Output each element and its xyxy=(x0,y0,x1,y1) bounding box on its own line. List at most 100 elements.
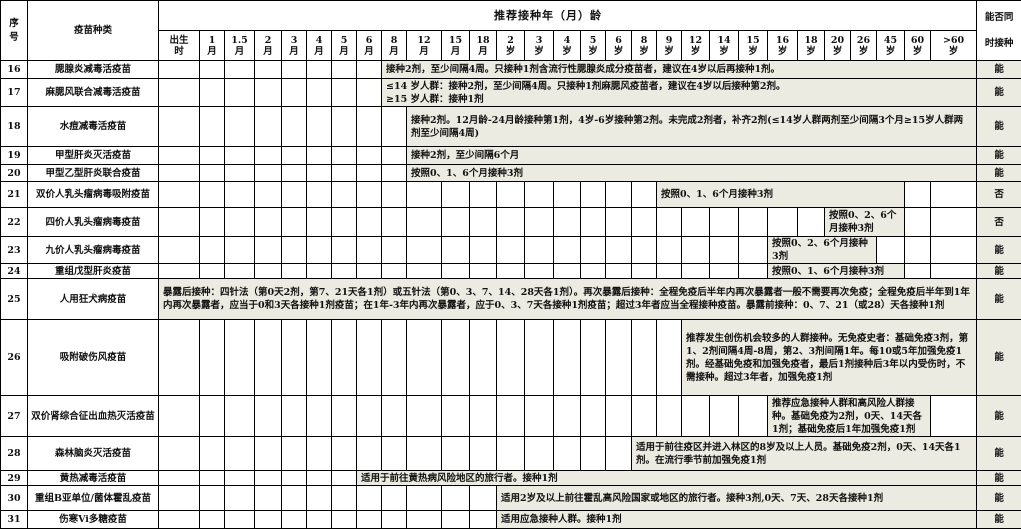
age-header: 18 岁 xyxy=(798,31,825,61)
empty-cell xyxy=(200,437,225,471)
empty-cell xyxy=(282,182,307,208)
empty-cell xyxy=(581,437,606,471)
row-number: 26 xyxy=(1,320,28,396)
age-header: 3 月 xyxy=(282,31,307,61)
empty-cell xyxy=(282,147,307,165)
age-header: 8 岁 xyxy=(632,31,657,61)
empty-cell xyxy=(332,471,357,486)
empty-cell xyxy=(554,182,581,208)
concurrent-value: 能 xyxy=(977,107,1021,147)
empty-cell xyxy=(225,61,255,79)
age-header: 5 月 xyxy=(332,31,357,61)
empty-cell xyxy=(159,320,200,396)
empty-cell xyxy=(225,471,255,486)
row-number: 17 xyxy=(1,79,28,107)
empty-cell xyxy=(255,437,282,471)
empty-cell xyxy=(282,437,307,471)
empty-cell xyxy=(200,471,225,486)
concurrent-value: 能 xyxy=(977,511,1021,529)
empty-cell xyxy=(225,165,255,182)
empty-cell xyxy=(739,208,768,237)
empty-cell xyxy=(225,396,255,437)
concurrent-value: 能 xyxy=(977,264,1021,279)
empty-cell xyxy=(159,208,200,237)
empty-cell xyxy=(255,61,282,79)
row-number: 29 xyxy=(1,471,28,486)
concurrent-value: 能 xyxy=(977,147,1021,165)
empty-cell xyxy=(357,147,382,165)
vaccine-name: 人用狂犬病疫苗 xyxy=(28,279,159,320)
empty-cell xyxy=(332,61,357,79)
empty-cell xyxy=(682,396,710,437)
age-header: 18 月 xyxy=(470,31,497,61)
empty-cell xyxy=(525,396,554,437)
concurrent-value: 能 xyxy=(977,165,1021,182)
empty-cell xyxy=(470,437,497,471)
empty-cell xyxy=(159,107,200,147)
empty-cell xyxy=(382,511,407,529)
empty-cell xyxy=(606,208,632,237)
empty-cell xyxy=(581,237,606,264)
empty-cell xyxy=(255,320,282,396)
empty-cell xyxy=(307,61,332,79)
age-header: 2 月 xyxy=(255,31,282,61)
empty-cell xyxy=(307,486,332,511)
empty-cell xyxy=(442,511,470,529)
schedule-note: ≤14 岁人群：接种2剂，至少间隔4周。只接种1剂麻腮风疫苗者，建议在4岁以后接… xyxy=(382,79,977,107)
empty-cell xyxy=(497,182,525,208)
empty-cell xyxy=(606,320,632,396)
age-header: 6 岁 xyxy=(606,31,632,61)
empty-cell xyxy=(159,182,200,208)
empty-cell xyxy=(470,182,497,208)
vaccine-name: 重组戊型肝炎疫苗 xyxy=(28,264,159,279)
empty-cell xyxy=(931,208,977,237)
age-header: 15 岁 xyxy=(739,31,768,61)
empty-cell xyxy=(357,61,382,79)
vaccine-name: 伤寒Vi多糖疫苗 xyxy=(28,511,159,529)
empty-cell xyxy=(332,320,357,396)
vaccine-name: 水痘减毒活疫苗 xyxy=(28,107,159,147)
row-number: 21 xyxy=(1,182,28,208)
vaccine-name: 甲型肝炎灭活疫苗 xyxy=(28,147,159,165)
age-header: 4 月 xyxy=(307,31,332,61)
row-number: 31 xyxy=(1,511,28,529)
empty-cell xyxy=(554,264,581,279)
empty-cell xyxy=(332,511,357,529)
empty-cell xyxy=(497,437,525,471)
empty-cell xyxy=(581,182,606,208)
empty-cell xyxy=(382,486,407,511)
age-header: 14 岁 xyxy=(710,31,739,61)
empty-cell xyxy=(554,437,581,471)
empty-cell xyxy=(225,320,255,396)
vaccine-name: 甲型乙型肝炎联合疫苗 xyxy=(28,165,159,182)
empty-cell xyxy=(200,61,225,79)
empty-cell xyxy=(470,486,497,511)
empty-cell xyxy=(470,396,497,437)
schedule-note: 适用于前往黄热病风险地区的旅行者。接种1剂 xyxy=(357,471,977,486)
empty-cell xyxy=(382,396,407,437)
empty-cell xyxy=(632,396,657,437)
empty-cell xyxy=(159,264,200,279)
empty-cell xyxy=(632,264,657,279)
empty-cell xyxy=(282,165,307,182)
empty-cell xyxy=(525,182,554,208)
empty-cell xyxy=(357,264,382,279)
empty-cell xyxy=(307,147,332,165)
schedule-note: 按照0、1、6个月接种3剂 xyxy=(407,165,977,182)
empty-cell xyxy=(159,486,200,511)
empty-cell xyxy=(225,486,255,511)
empty-cell xyxy=(682,237,710,264)
empty-cell xyxy=(282,208,307,237)
empty-cell xyxy=(332,182,357,208)
age-header: 8 月 xyxy=(382,31,407,61)
empty-cell xyxy=(282,79,307,107)
schedule-note: 按照0、2、6个月接种3剂 xyxy=(768,237,877,264)
empty-cell xyxy=(768,208,798,237)
